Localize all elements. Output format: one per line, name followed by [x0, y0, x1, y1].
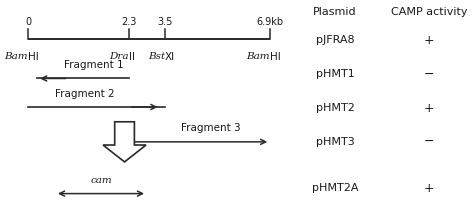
- Text: −: −: [424, 135, 434, 148]
- Text: Bst: Bst: [148, 52, 165, 61]
- Text: pJFRA8: pJFRA8: [316, 36, 355, 45]
- Text: +: +: [424, 182, 435, 195]
- Text: cam: cam: [90, 176, 112, 185]
- Text: 2.3: 2.3: [121, 17, 137, 27]
- Text: Fragment 3: Fragment 3: [181, 123, 241, 133]
- Text: Plasmid: Plasmid: [313, 7, 357, 17]
- Text: pHMT3: pHMT3: [316, 137, 355, 147]
- Text: −: −: [424, 68, 434, 81]
- Text: Fragment 2: Fragment 2: [55, 89, 115, 99]
- Text: Bam: Bam: [246, 52, 270, 61]
- Text: 0: 0: [25, 17, 31, 27]
- Text: Bam: Bam: [5, 52, 28, 61]
- Text: 6.9kb: 6.9kb: [256, 17, 283, 27]
- Text: HI: HI: [270, 52, 281, 62]
- Text: Dra: Dra: [109, 52, 129, 61]
- Text: 3.5: 3.5: [157, 17, 173, 27]
- Text: CAMP activity: CAMP activity: [391, 7, 467, 17]
- Text: Fragment 1: Fragment 1: [64, 60, 124, 70]
- Text: pHMT2: pHMT2: [316, 103, 355, 113]
- Text: XI: XI: [165, 52, 175, 62]
- Text: II: II: [129, 52, 135, 62]
- Text: +: +: [424, 34, 435, 47]
- Text: pHMT1: pHMT1: [316, 69, 355, 79]
- Text: HI: HI: [28, 52, 39, 62]
- Polygon shape: [103, 122, 146, 162]
- Text: pHMT2A: pHMT2A: [312, 183, 358, 193]
- Text: +: +: [424, 102, 435, 114]
